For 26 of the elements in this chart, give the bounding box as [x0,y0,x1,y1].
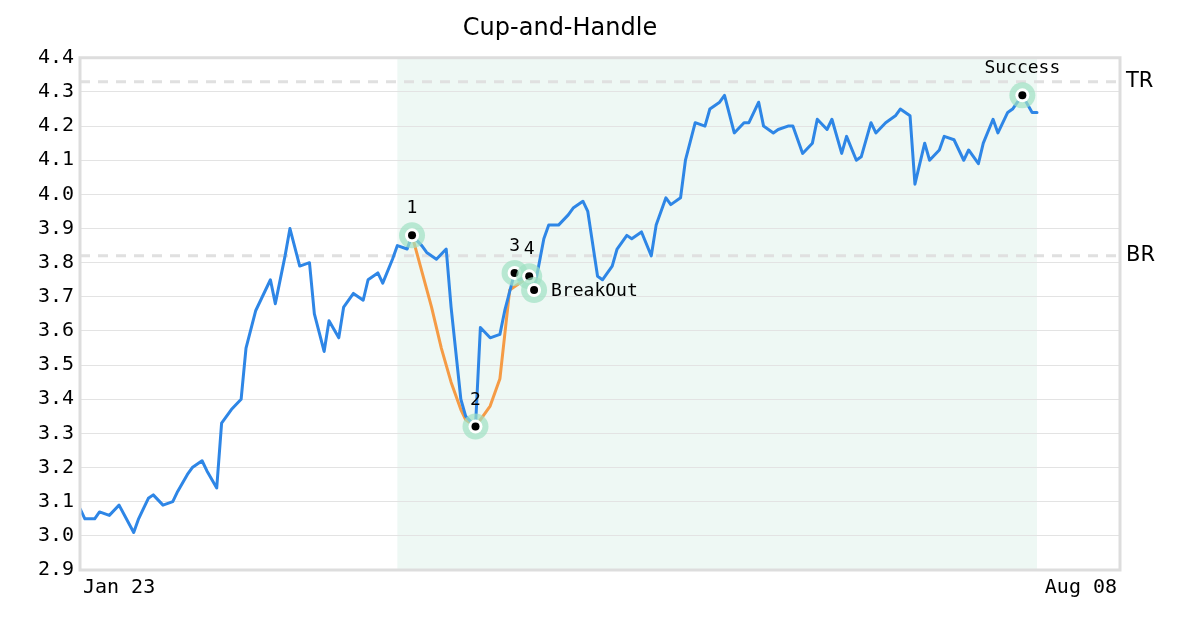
y-tick-label: 4.4 [37,44,74,68]
y-tick-label: 3.9 [37,214,74,239]
y-tick-label: 3.4 [37,385,74,410]
x-tick-label: Jan 23 [82,574,156,599]
y-tick-label: 3.1 [37,487,74,512]
annotation: BreakOut [551,279,638,300]
y-tick-label: 4.3 [37,78,74,103]
y-tick-label: 4.2 [37,112,74,137]
annotation: 1 [406,196,418,218]
y-tick-label: 3.2 [37,453,74,478]
annotation: Success [984,56,1061,78]
annotation: 4 [523,237,535,259]
y-tick-label: 3.6 [37,317,74,342]
y-tick-label: 3.7 [37,283,74,308]
chart-title: Cup-and-Handle [462,12,658,41]
y-tick-label: 2.9 [37,556,74,581]
y-tick-label: 4.0 [37,180,74,205]
y-tick-label: 3.5 [37,351,74,376]
ref-line-label: TR [1125,68,1154,93]
ref-line-label: BR [1126,242,1155,267]
annotation: 3 [509,233,520,255]
y-tick-label: 3.3 [37,419,74,444]
y-tick-label: 3.0 [37,522,74,547]
y-tick-label: 4.1 [37,146,74,171]
y-tick-label: 3.8 [37,248,74,273]
x-tick-label: Aug 08 [1044,574,1118,599]
